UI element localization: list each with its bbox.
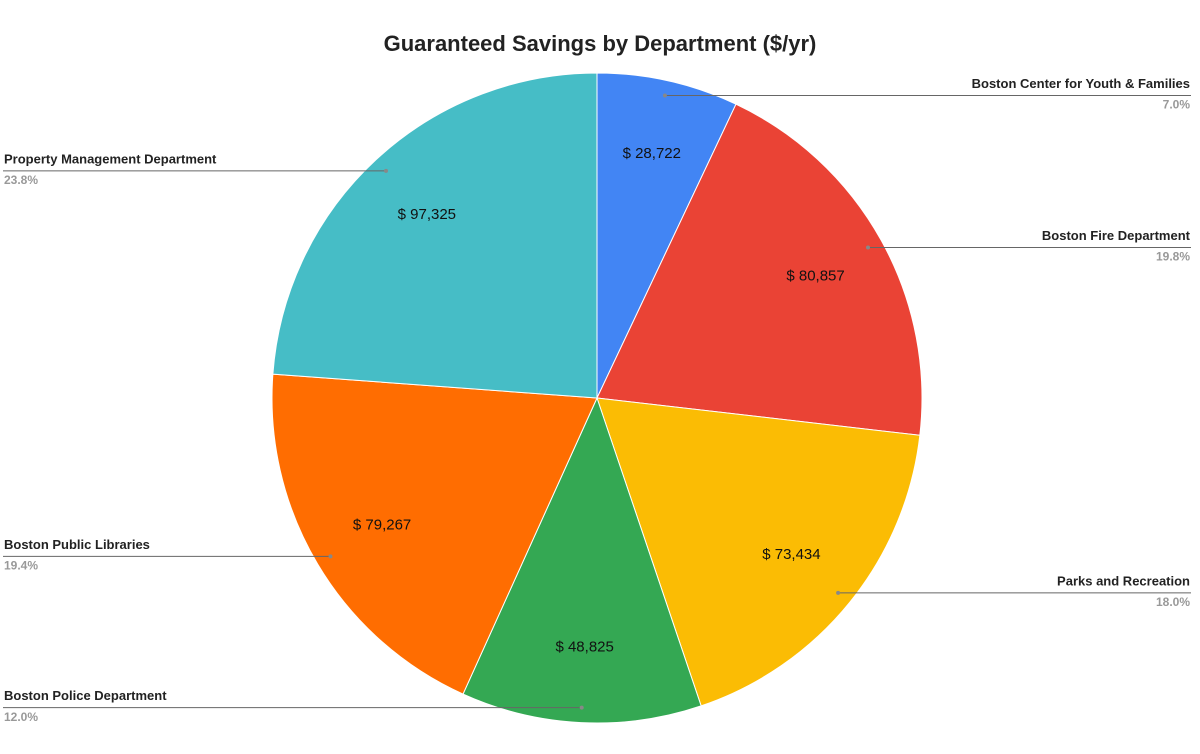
leader-dot (662, 93, 667, 98)
percent-label: 12.0% (4, 710, 38, 724)
percent-label: 23.8% (4, 173, 38, 187)
percent-label: 19.8% (1156, 250, 1190, 264)
percent-label: 7.0% (1163, 98, 1191, 112)
pie-slice (596, 103, 923, 436)
category-label: Boston Public Libraries (4, 537, 150, 552)
chart-title: Guaranteed Savings by Department ($/yr) (384, 31, 817, 56)
category-label: Boston Center for Youth & Families (972, 76, 1190, 91)
value-label: $ 97,325 (398, 206, 456, 223)
pie-slice (462, 396, 702, 724)
pie-slice (272, 72, 598, 399)
percent-label: 19.4% (4, 559, 38, 573)
value-label: $ 73,434 (762, 546, 820, 563)
value-label: $ 79,267 (353, 517, 411, 534)
category-label: Boston Police Department (4, 688, 167, 703)
category-label: Boston Fire Department (1042, 228, 1191, 243)
leader-dot (384, 168, 389, 173)
value-label: $ 80,857 (786, 268, 844, 285)
leader-dot (836, 590, 841, 595)
value-label: $ 28,722 (623, 145, 681, 162)
category-label: Parks and Recreation (1057, 573, 1190, 588)
leader-dot (866, 245, 871, 250)
pie-slice (271, 373, 598, 695)
percent-label: 18.0% (1156, 595, 1190, 609)
pie-slice (596, 397, 921, 707)
leader-dot (579, 705, 584, 710)
pie-slice (596, 72, 737, 399)
value-label: $ 48,825 (555, 639, 613, 656)
leader-dot (328, 554, 333, 559)
category-label: Property Management Department (4, 151, 217, 166)
